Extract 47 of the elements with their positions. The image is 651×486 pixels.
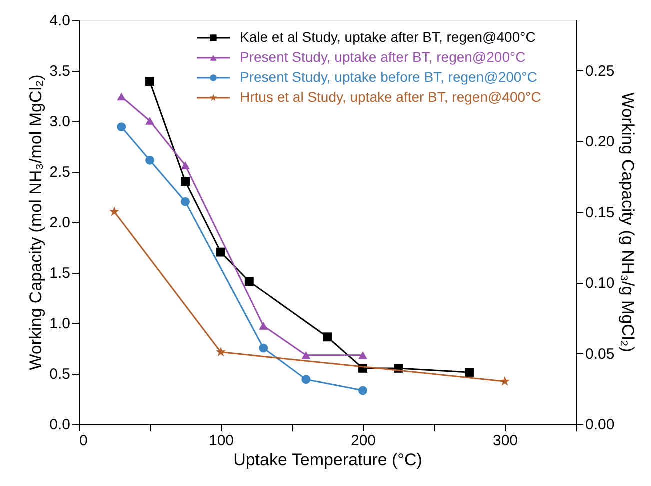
point: [259, 322, 268, 330]
y-tick-label: 2.0: [50, 214, 70, 232]
point: [358, 351, 368, 360]
point: [181, 197, 190, 206]
point: [465, 368, 474, 377]
y-tick-label: 1.5: [50, 265, 70, 282]
point: [117, 92, 126, 101]
point: [146, 117, 154, 125]
point: [146, 156, 154, 165]
y2-tick-label: 0.15: [586, 204, 615, 222]
y-tick-label: 3.5: [50, 63, 70, 80]
point: [302, 351, 311, 360]
point: [500, 376, 510, 386]
point: [259, 344, 268, 353]
point: [117, 122, 126, 132]
point: [244, 277, 254, 286]
legend-label: Hrtus et al Study, uptake after BT, regen@400°C: [240, 89, 542, 105]
y2-tick-label: 0.05: [586, 346, 615, 363]
point: [358, 386, 368, 396]
y-axis-title: Working Capacity (mol NH₃/mol MgCl₂): [26, 74, 46, 370]
point: [216, 347, 226, 357]
y-tick-label: 4.0: [50, 12, 70, 30]
y-tick-label: 2.5: [50, 164, 70, 181]
point: [323, 332, 332, 342]
y2-axis-title: Working Capacity (g NH₃/g MgCl₂): [618, 92, 638, 352]
x-tick-label: 100: [208, 432, 234, 450]
y2-tick-label: 0.00: [586, 416, 615, 434]
y-tick-label: 0.5: [50, 366, 70, 383]
point: [302, 375, 311, 384]
point: [110, 206, 120, 216]
point: [146, 77, 154, 86]
x-axis-title: Uptake Temperature (°C): [234, 450, 422, 470]
point: [181, 177, 190, 186]
legend-label: Present Study, uptake after BT, regen@200°C: [240, 49, 526, 65]
x-tick-label: 300: [492, 432, 518, 450]
y2-tick-label: 0.25: [586, 62, 615, 80]
legend-label: Kale et al Study, uptake after BT, regen@400°C: [240, 29, 536, 45]
legend-label: Present Study, uptake before BT, regen@200°C: [240, 69, 538, 85]
y2-tick-label: 0.20: [586, 134, 615, 151]
y-tick-label: 3.0: [50, 114, 70, 130]
y-tick-label: 0.0: [50, 416, 70, 434]
x-tick-label: 200: [350, 432, 376, 450]
point: [181, 162, 190, 170]
y2-tick-label: 0.10: [586, 275, 615, 292]
y-tick-label: 1.0: [50, 316, 70, 332]
x-tick-label: 0: [80, 432, 88, 450]
point: [216, 248, 226, 257]
